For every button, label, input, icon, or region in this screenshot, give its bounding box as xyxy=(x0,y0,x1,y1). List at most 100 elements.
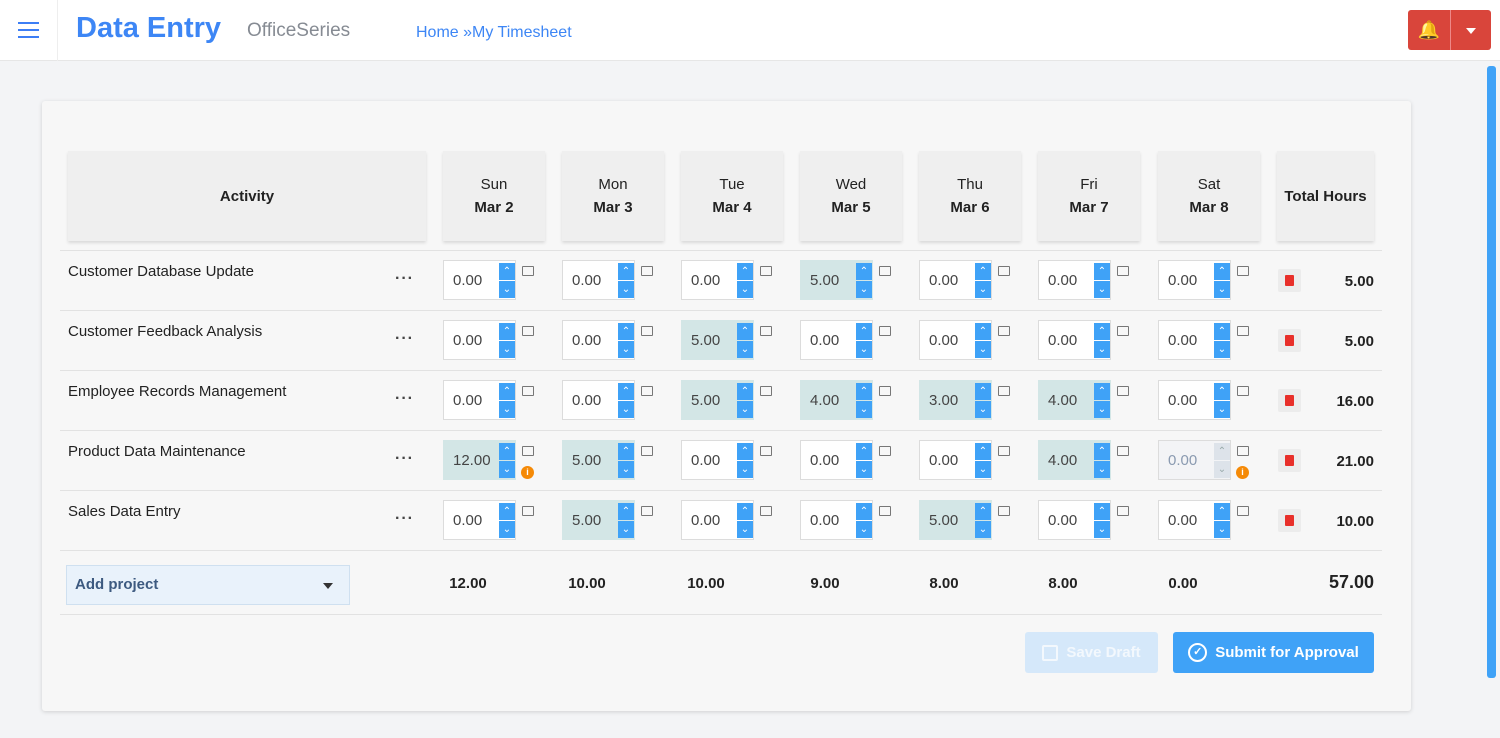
decrement-button[interactable]: ⌄ xyxy=(975,341,991,358)
hours-input[interactable]: 4.00 ⌃ ⌄ xyxy=(1038,440,1111,480)
row-more-button[interactable]: ··· xyxy=(395,510,414,527)
comment-icon[interactable] xyxy=(879,506,891,516)
decrement-button[interactable]: ⌄ xyxy=(1214,521,1230,538)
decrement-button[interactable]: ⌄ xyxy=(1094,281,1110,298)
decrement-button[interactable]: ⌄ xyxy=(1094,461,1110,478)
decrement-button[interactable]: ⌄ xyxy=(618,521,634,538)
decrement-button[interactable]: ⌄ xyxy=(499,521,515,538)
hours-input[interactable]: 5.00 ⌃ ⌄ xyxy=(562,500,635,540)
hours-input[interactable]: 0.00 ⌃ ⌄ xyxy=(1158,260,1231,300)
decrement-button[interactable]: ⌄ xyxy=(975,521,991,538)
decrement-button[interactable]: ⌄ xyxy=(499,401,515,418)
increment-button[interactable]: ⌃ xyxy=(618,383,634,400)
increment-button[interactable]: ⌃ xyxy=(1214,503,1230,520)
comment-icon[interactable] xyxy=(879,446,891,456)
delete-row-icon[interactable] xyxy=(1278,509,1301,532)
decrement-button[interactable]: ⌄ xyxy=(737,341,753,358)
increment-button[interactable]: ⌃ xyxy=(1094,443,1110,460)
decrement-button[interactable]: ⌄ xyxy=(618,281,634,298)
increment-button[interactable]: ⌃ xyxy=(1094,383,1110,400)
hours-input[interactable]: 0.00 ⌃ ⌄ xyxy=(800,440,873,480)
hours-input[interactable]: 3.00 ⌃ ⌄ xyxy=(919,380,992,420)
decrement-button[interactable]: ⌄ xyxy=(1214,281,1230,298)
comment-icon[interactable] xyxy=(760,386,772,396)
increment-button[interactable]: ⌃ xyxy=(975,323,991,340)
decrement-button[interactable]: ⌄ xyxy=(856,461,872,478)
comment-icon[interactable] xyxy=(998,446,1010,456)
comment-icon[interactable] xyxy=(760,506,772,516)
decrement-button[interactable]: ⌄ xyxy=(737,521,753,538)
hours-input[interactable]: 0.00 ⌃ ⌄ xyxy=(919,320,992,360)
comment-icon[interactable] xyxy=(879,326,891,336)
comment-icon[interactable] xyxy=(1237,446,1249,456)
decrement-button[interactable]: ⌄ xyxy=(1214,341,1230,358)
hours-input[interactable]: 5.00 ⌃ ⌄ xyxy=(919,500,992,540)
comment-icon[interactable] xyxy=(879,386,891,396)
hours-input[interactable]: 0.00 ⌃ ⌄ xyxy=(800,500,873,540)
comment-icon[interactable] xyxy=(1237,386,1249,396)
decrement-button[interactable]: ⌄ xyxy=(618,341,634,358)
decrement-button[interactable]: ⌄ xyxy=(499,461,515,478)
increment-button[interactable]: ⌃ xyxy=(856,503,872,520)
hours-input[interactable]: 0.00 ⌃ ⌄ xyxy=(1038,320,1111,360)
hours-input[interactable]: 0.00 ⌃ ⌄ xyxy=(681,440,754,480)
increment-button[interactable]: ⌃ xyxy=(856,263,872,280)
increment-button[interactable]: ⌃ xyxy=(737,323,753,340)
comment-icon[interactable] xyxy=(1117,506,1129,516)
comment-icon[interactable] xyxy=(760,326,772,336)
comment-icon[interactable] xyxy=(760,266,772,276)
hours-input[interactable]: 0.00 ⌃ ⌄ xyxy=(1038,260,1111,300)
row-more-button[interactable]: ··· xyxy=(395,390,414,407)
decrement-button[interactable]: ⌄ xyxy=(737,401,753,418)
increment-button[interactable]: ⌃ xyxy=(618,263,634,280)
comment-icon[interactable] xyxy=(1117,446,1129,456)
hours-input[interactable]: 0.00 ⌃ ⌄ xyxy=(562,380,635,420)
decrement-button[interactable]: ⌄ xyxy=(1094,341,1110,358)
increment-button[interactable]: ⌃ xyxy=(1214,263,1230,280)
decrement-button[interactable]: ⌄ xyxy=(856,341,872,358)
save-draft-button[interactable]: Save Draft xyxy=(1025,632,1158,673)
increment-button[interactable]: ⌃ xyxy=(499,503,515,520)
comment-icon[interactable] xyxy=(641,266,653,276)
hours-input[interactable]: 0.00 ⌃ ⌄ xyxy=(919,260,992,300)
row-more-button[interactable]: ··· xyxy=(395,330,414,347)
increment-button[interactable]: ⌃ xyxy=(856,383,872,400)
breadcrumb-home[interactable]: Home xyxy=(416,24,459,41)
hours-input[interactable]: 0.00 ⌃ ⌄ xyxy=(681,500,754,540)
decrement-button[interactable]: ⌄ xyxy=(618,461,634,478)
row-more-button[interactable]: ··· xyxy=(395,450,414,467)
increment-button[interactable]: ⌃ xyxy=(975,383,991,400)
comment-icon[interactable] xyxy=(1237,506,1249,516)
increment-button[interactable]: ⌃ xyxy=(856,323,872,340)
comment-icon[interactable] xyxy=(879,266,891,276)
decrement-button[interactable]: ⌄ xyxy=(1094,521,1110,538)
decrement-button[interactable]: ⌄ xyxy=(975,461,991,478)
hamburger-menu-icon[interactable] xyxy=(18,22,39,38)
increment-button[interactable]: ⌃ xyxy=(618,323,634,340)
increment-button[interactable]: ⌃ xyxy=(975,263,991,280)
increment-button[interactable]: ⌃ xyxy=(1094,263,1110,280)
increment-button[interactable]: ⌃ xyxy=(737,263,753,280)
comment-icon[interactable] xyxy=(522,326,534,336)
hours-input[interactable]: 4.00 ⌃ ⌄ xyxy=(1038,380,1111,420)
hours-input[interactable]: 5.00 ⌃ ⌄ xyxy=(681,320,754,360)
increment-button[interactable]: ⌃ xyxy=(975,443,991,460)
decrement-button[interactable]: ⌄ xyxy=(1214,401,1230,418)
hours-input[interactable]: 0.00 ⌃ ⌄ xyxy=(443,380,516,420)
hours-input[interactable]: 0.00 ⌃ ⌄ xyxy=(800,320,873,360)
add-project-dropdown[interactable]: Add project xyxy=(66,565,350,605)
decrement-button[interactable]: ⌄ xyxy=(499,341,515,358)
hours-input[interactable]: 0.00 ⌃ ⌄ xyxy=(681,260,754,300)
decrement-button[interactable]: ⌄ xyxy=(1094,401,1110,418)
comment-icon[interactable] xyxy=(522,386,534,396)
comment-icon[interactable] xyxy=(998,506,1010,516)
comment-icon[interactable] xyxy=(1117,266,1129,276)
hours-input[interactable]: 0.00 ⌃ ⌄ xyxy=(562,260,635,300)
increment-button[interactable]: ⌃ xyxy=(1214,443,1230,460)
row-more-button[interactable]: ··· xyxy=(395,270,414,287)
hours-input[interactable]: 0.00 ⌃ ⌄ xyxy=(1158,320,1231,360)
hours-input[interactable]: 0.00 ⌃ ⌄ xyxy=(443,260,516,300)
hours-input[interactable]: 12.00 ⌃ ⌄ xyxy=(443,440,516,480)
comment-icon[interactable] xyxy=(1117,386,1129,396)
breadcrumb-my-timesheet[interactable]: My Timesheet xyxy=(472,24,572,41)
